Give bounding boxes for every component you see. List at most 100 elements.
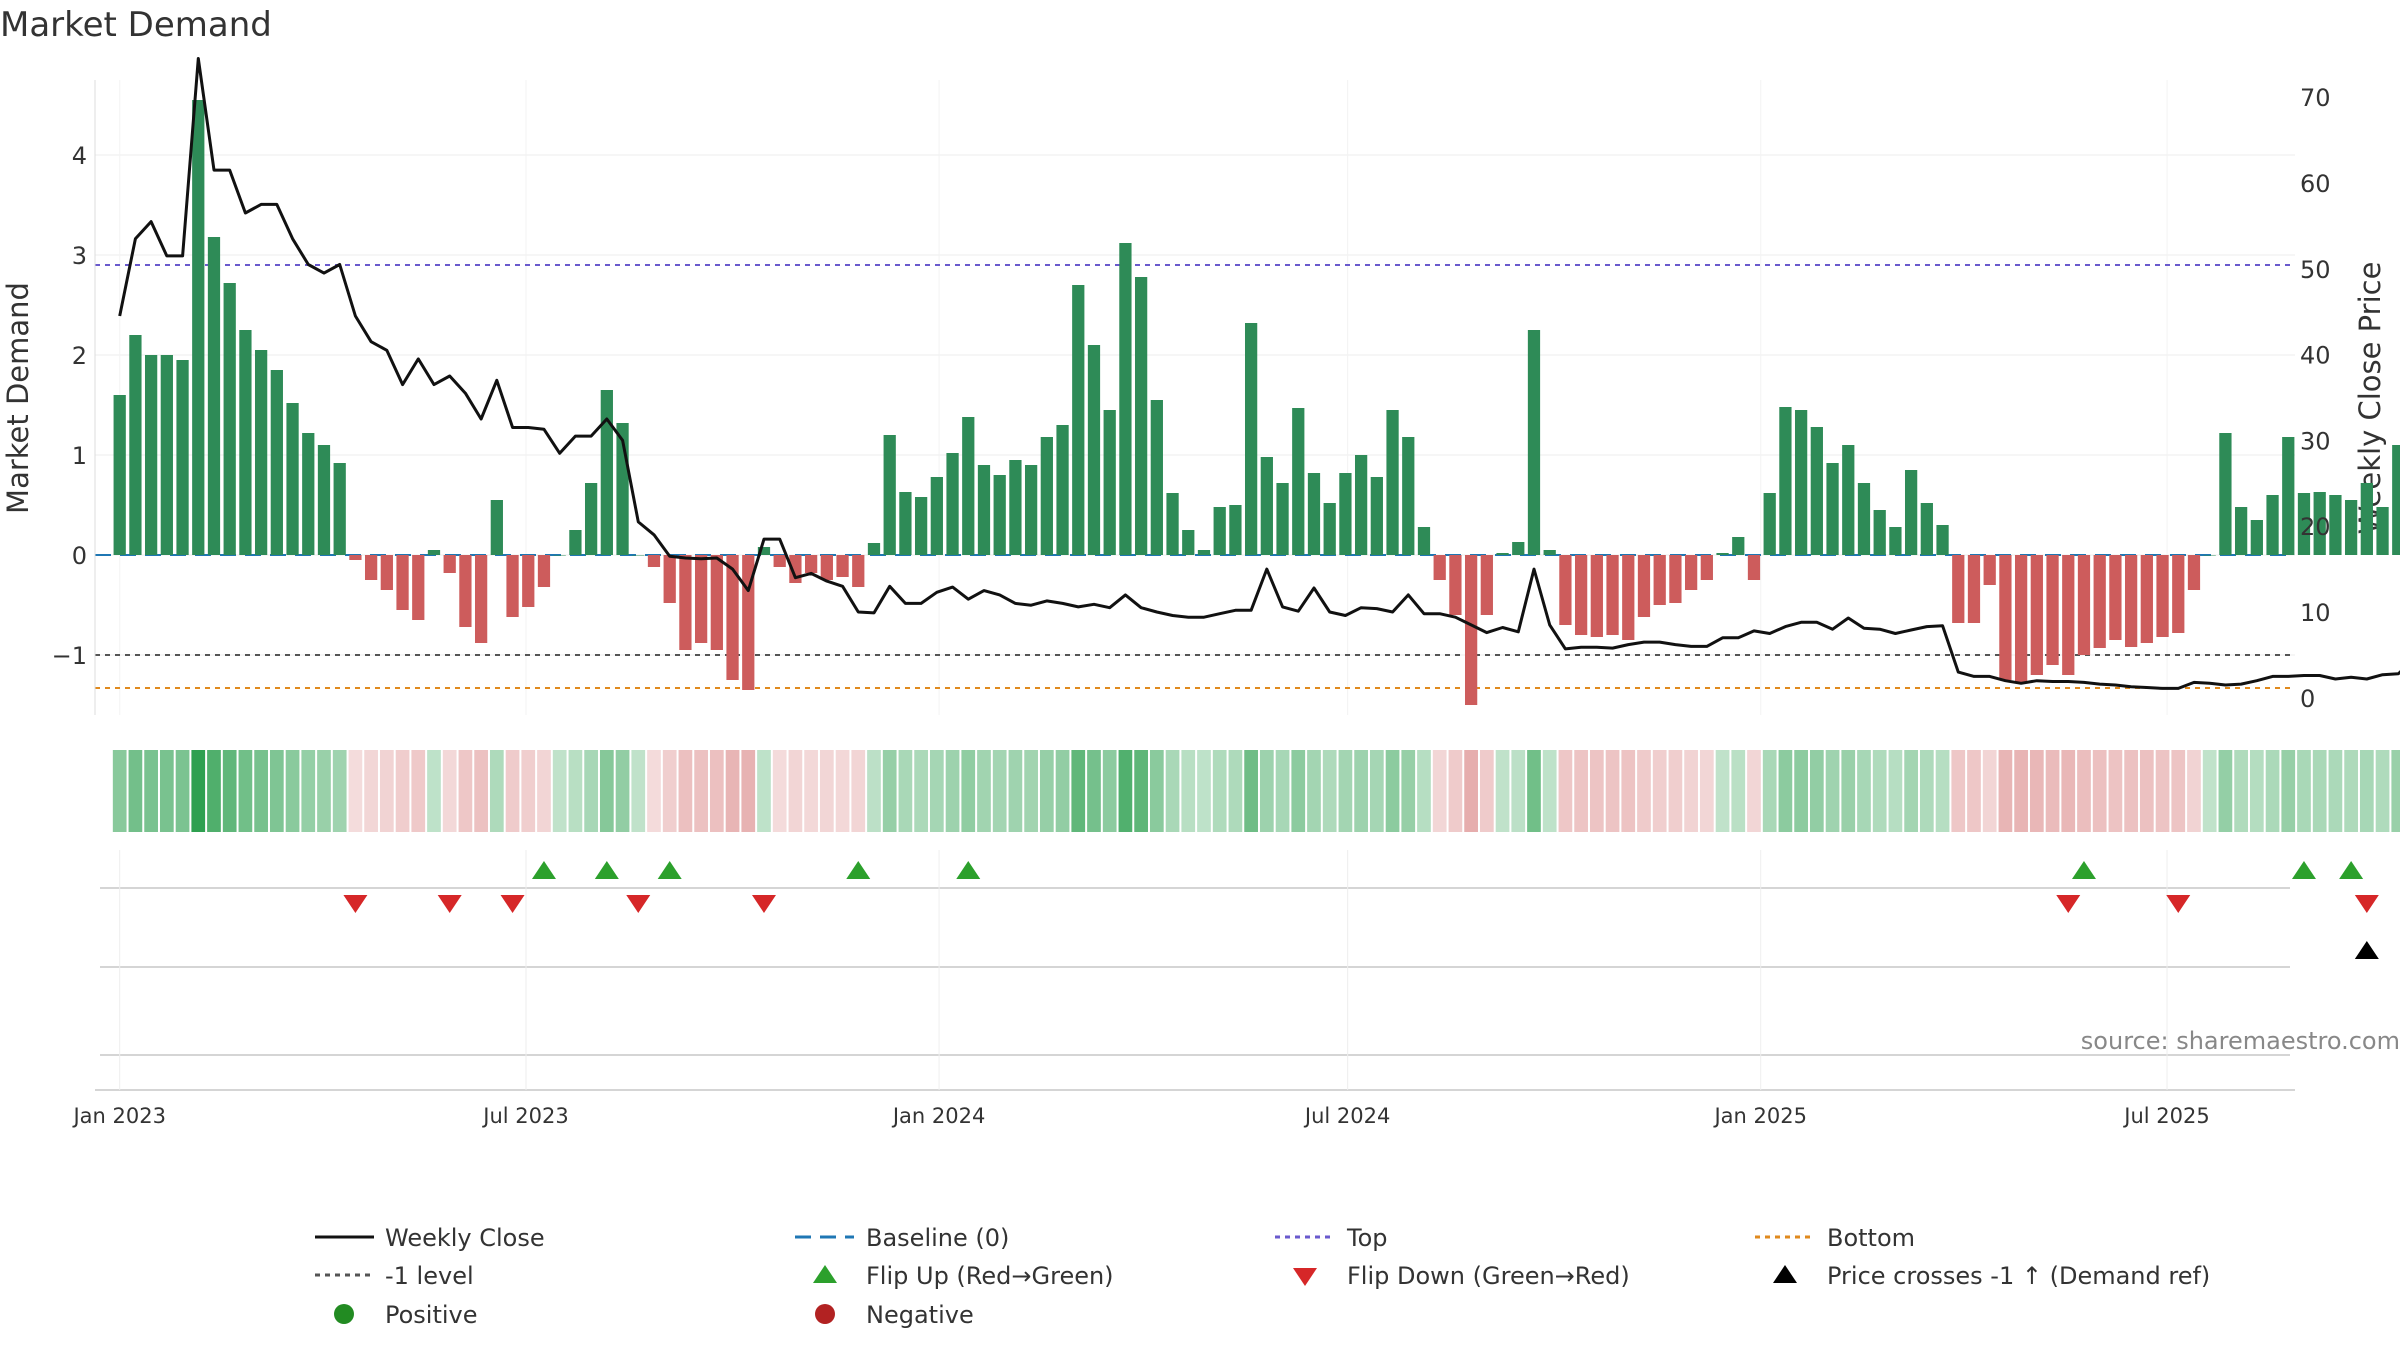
heatstrip-cell xyxy=(2155,750,2170,832)
demand-bar xyxy=(522,555,535,607)
heatstrip-cell xyxy=(191,750,206,832)
weekly-close-line xyxy=(118,57,2400,690)
x-tick-label: Jan 2025 xyxy=(1712,1104,1807,1128)
demand-bar xyxy=(333,463,346,555)
demand-bar xyxy=(2329,495,2342,555)
y-tick-label: 3 xyxy=(72,242,87,270)
heatstrip-cell xyxy=(2171,750,2186,832)
demand-bar xyxy=(726,555,739,680)
level-lines xyxy=(95,264,2295,689)
y2-tick-label: 30 xyxy=(2300,427,2331,455)
heatstrip-cell xyxy=(662,750,677,832)
flip-down-marker xyxy=(626,895,651,913)
demand-bar xyxy=(396,555,409,610)
heatstrip-cell xyxy=(1621,750,1636,832)
heatstrip-cell xyxy=(647,750,661,832)
demand-bar xyxy=(2172,555,2185,633)
flip-up-marker xyxy=(956,861,981,879)
demand-bar xyxy=(1747,555,1761,580)
heatstrip-cell xyxy=(757,750,771,832)
demand-bar xyxy=(302,433,315,555)
legend-flip-up-label: Flip Up (Red→Green) xyxy=(866,1262,1114,1290)
heatstrip-cell xyxy=(992,750,1007,832)
demand-bar xyxy=(1449,555,1462,615)
heatstrip-cell xyxy=(851,750,866,832)
legend-flip-down-marker xyxy=(1293,1268,1317,1286)
demand-bar xyxy=(569,530,582,555)
demand-bar xyxy=(804,555,818,573)
demand-bar xyxy=(2392,445,2400,555)
demand-bar xyxy=(1794,410,1808,555)
demand-bar xyxy=(2030,555,2043,675)
heatstrip-cell xyxy=(741,750,756,832)
y-tick-label: 2 xyxy=(72,342,87,370)
heatstrip-cell xyxy=(2281,750,2296,832)
demand-bar xyxy=(474,555,488,643)
demand-bar xyxy=(1307,473,1321,555)
heatstrip-cell xyxy=(317,750,331,832)
demand-bar xyxy=(1087,345,1101,555)
heatstrip-cell xyxy=(1307,750,1321,832)
y2-tick-label: 40 xyxy=(2300,342,2331,370)
heatstrip-cell xyxy=(2375,750,2390,832)
demand-bar xyxy=(2077,555,2091,655)
demand-bar xyxy=(867,543,881,555)
heatstrip-cell xyxy=(694,750,708,832)
y-tick-label: −1 xyxy=(52,642,87,670)
demand-bar xyxy=(1417,527,1431,555)
demand-bar xyxy=(852,555,865,587)
demand-bar xyxy=(239,330,252,555)
heatstrip-cell xyxy=(1479,750,1494,832)
heatstrip-cell xyxy=(678,750,693,832)
y2-tick-label: 50 xyxy=(2300,256,2331,284)
legend-baseline-label: Baseline (0) xyxy=(866,1224,1009,1252)
heatstrip-cell xyxy=(2297,750,2311,832)
heatstrip-cell xyxy=(552,750,567,832)
heatstrip-cell xyxy=(1652,750,1667,832)
demand-bar xyxy=(2093,555,2106,648)
heatstrip-cell xyxy=(1228,750,1243,832)
heatstrip-cell xyxy=(2312,750,2327,832)
heatstrip-cell xyxy=(1369,750,1384,832)
y2-tick-label: 70 xyxy=(2300,84,2331,112)
heatstrip-cell xyxy=(1385,750,1400,832)
demand-bar xyxy=(1999,555,2012,680)
legend-positive-label: Positive xyxy=(385,1301,478,1329)
demand-bar xyxy=(2156,555,2169,637)
flip-up-marker xyxy=(2339,861,2364,879)
demand-bar xyxy=(2187,555,2201,590)
heatstrip-cell xyxy=(1055,750,1070,832)
demand-bar xyxy=(2266,495,2279,555)
x-tick-label: Jan 2023 xyxy=(71,1104,166,1128)
heatstrip-cell xyxy=(1417,750,1431,832)
heatstrip-cell xyxy=(411,750,426,832)
heatstrip-cell xyxy=(1747,750,1761,832)
demand-bar xyxy=(1637,555,1651,617)
demand-bar xyxy=(176,360,189,555)
flip-down-marker xyxy=(2166,895,2191,913)
demand-bar xyxy=(2140,555,2153,643)
heatstrip-cell xyxy=(1102,750,1117,832)
demand-bar xyxy=(1669,555,1682,603)
heatstrip-cell xyxy=(1558,750,1573,832)
flip-down-marker xyxy=(437,895,462,913)
demand-bar xyxy=(349,555,362,560)
heatstrip-cell xyxy=(867,750,881,832)
demand-bar xyxy=(1166,493,1179,555)
demand-bar xyxy=(946,453,959,555)
heatstrip-cell xyxy=(238,750,253,832)
heatstrip-cell xyxy=(882,750,897,832)
flip-down-marker xyxy=(500,895,525,913)
demand-bar xyxy=(1496,553,1509,555)
heatstrip-cell xyxy=(835,750,850,832)
heatstrip-cell xyxy=(2359,750,2374,832)
heatstrip-cell xyxy=(2202,750,2217,832)
heatstrip-cell xyxy=(631,750,646,832)
heatstrip-cell xyxy=(2265,750,2280,832)
demand-bar xyxy=(1684,555,1698,590)
demand-bar xyxy=(1323,503,1336,555)
heatstrip-cell xyxy=(2014,750,2028,832)
heatstrip-cell xyxy=(1967,750,1981,832)
y2-tick-label: 20 xyxy=(2300,513,2331,541)
